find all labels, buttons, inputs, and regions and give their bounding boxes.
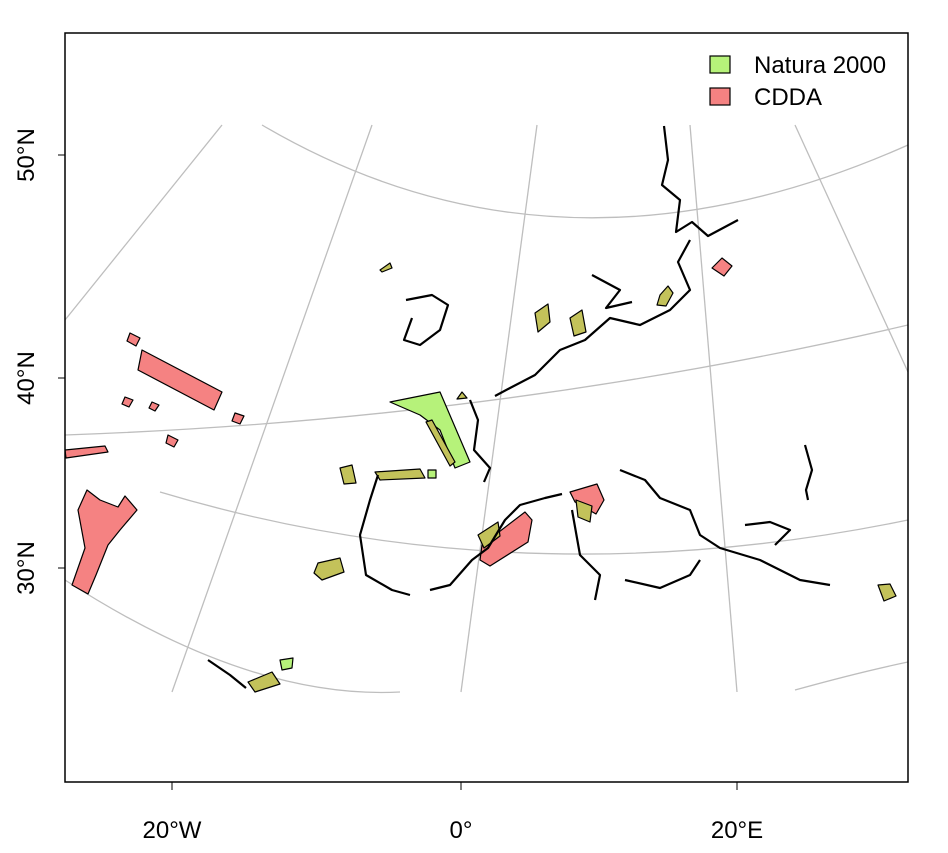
y-tick-label: 50°N <box>13 128 40 182</box>
legend-swatch <box>709 55 731 74</box>
coastlines <box>207 125 831 689</box>
plot-frame <box>64 32 909 783</box>
graticule <box>65 124 908 694</box>
axis-labels: 50°N 40°N 30°N 20°W 0° 20°E <box>13 128 763 844</box>
y-tick-label: 30°N <box>13 541 40 595</box>
protected-areas <box>65 257 897 693</box>
x-tick-label: 0° <box>450 817 473 844</box>
x-tick-label: 20°E <box>711 817 763 844</box>
x-tick-label: 20°W <box>143 817 202 844</box>
legend-swatch <box>709 87 731 106</box>
legend: Natura 2000 CDDA <box>709 52 886 111</box>
y-tick-label: 40°N <box>13 351 40 405</box>
legend-label: Natura 2000 <box>754 52 886 79</box>
legend-label: CDDA <box>754 84 822 111</box>
